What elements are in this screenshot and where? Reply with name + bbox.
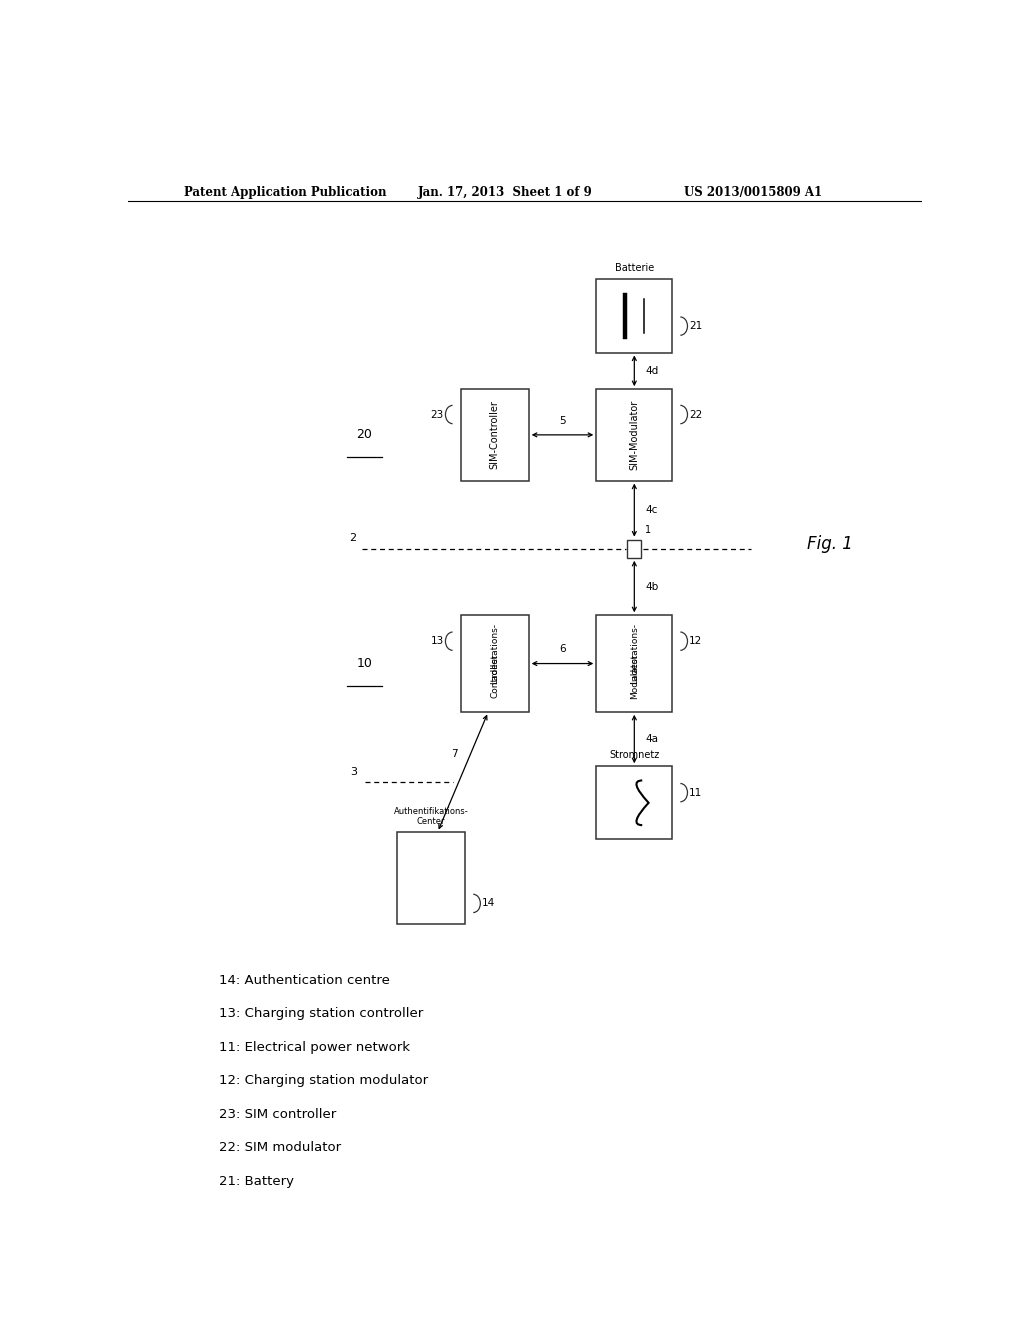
Text: Jan. 17, 2013  Sheet 1 of 9: Jan. 17, 2013 Sheet 1 of 9 xyxy=(418,186,593,199)
Text: Ladestations-: Ladestations- xyxy=(490,623,499,684)
Text: Fig. 1: Fig. 1 xyxy=(807,535,852,553)
Text: 13: 13 xyxy=(431,636,443,647)
Bar xyxy=(596,389,673,480)
Text: 11: 11 xyxy=(689,788,702,797)
Text: Patent Application Publication: Patent Application Publication xyxy=(183,186,386,199)
Text: Controller: Controller xyxy=(490,653,499,698)
Text: SIM-Modulator: SIM-Modulator xyxy=(630,400,639,470)
Bar xyxy=(596,280,673,352)
Text: 12: Charging station modulator: 12: Charging station modulator xyxy=(219,1074,428,1088)
Bar xyxy=(596,615,673,711)
Text: Authentifikations-
Center: Authentifikations- Center xyxy=(394,807,469,826)
Text: 10: 10 xyxy=(356,657,373,671)
Text: Batterie: Batterie xyxy=(614,263,654,273)
Text: 13: Charging station controller: 13: Charging station controller xyxy=(219,1007,424,1020)
Text: 4b: 4b xyxy=(645,582,658,591)
Text: 12: 12 xyxy=(689,636,702,647)
Text: 3: 3 xyxy=(350,767,357,777)
Text: Modulator: Modulator xyxy=(630,653,639,698)
Text: 4d: 4d xyxy=(645,366,658,376)
Text: 4a: 4a xyxy=(645,734,658,744)
Bar xyxy=(397,833,465,924)
Text: 14: Authentication centre: 14: Authentication centre xyxy=(219,974,390,986)
Text: 6: 6 xyxy=(559,644,566,655)
Bar xyxy=(627,540,641,558)
Text: US 2013/0015809 A1: US 2013/0015809 A1 xyxy=(684,186,821,199)
Bar xyxy=(461,389,528,480)
Text: 5: 5 xyxy=(559,416,566,425)
Text: 4c: 4c xyxy=(645,506,657,515)
Text: Stromnetz: Stromnetz xyxy=(609,750,659,760)
Text: 1: 1 xyxy=(645,525,651,536)
Text: 14: 14 xyxy=(482,899,496,908)
Text: 11: Electrical power network: 11: Electrical power network xyxy=(219,1040,411,1053)
Text: SIM-Controller: SIM-Controller xyxy=(489,400,500,470)
Text: Ladestations-: Ladestations- xyxy=(630,623,639,684)
Text: 23: SIM controller: 23: SIM controller xyxy=(219,1107,337,1121)
Text: 21: 21 xyxy=(689,321,702,331)
Text: 21: Battery: 21: Battery xyxy=(219,1175,294,1188)
Text: 22: 22 xyxy=(689,409,702,420)
Text: 20: 20 xyxy=(356,429,373,441)
Text: 22: SIM modulator: 22: SIM modulator xyxy=(219,1142,341,1154)
Text: 7: 7 xyxy=(451,748,458,759)
Bar xyxy=(461,615,528,711)
Text: 23: 23 xyxy=(431,409,443,420)
Bar xyxy=(596,766,673,840)
Text: 2: 2 xyxy=(349,532,356,543)
